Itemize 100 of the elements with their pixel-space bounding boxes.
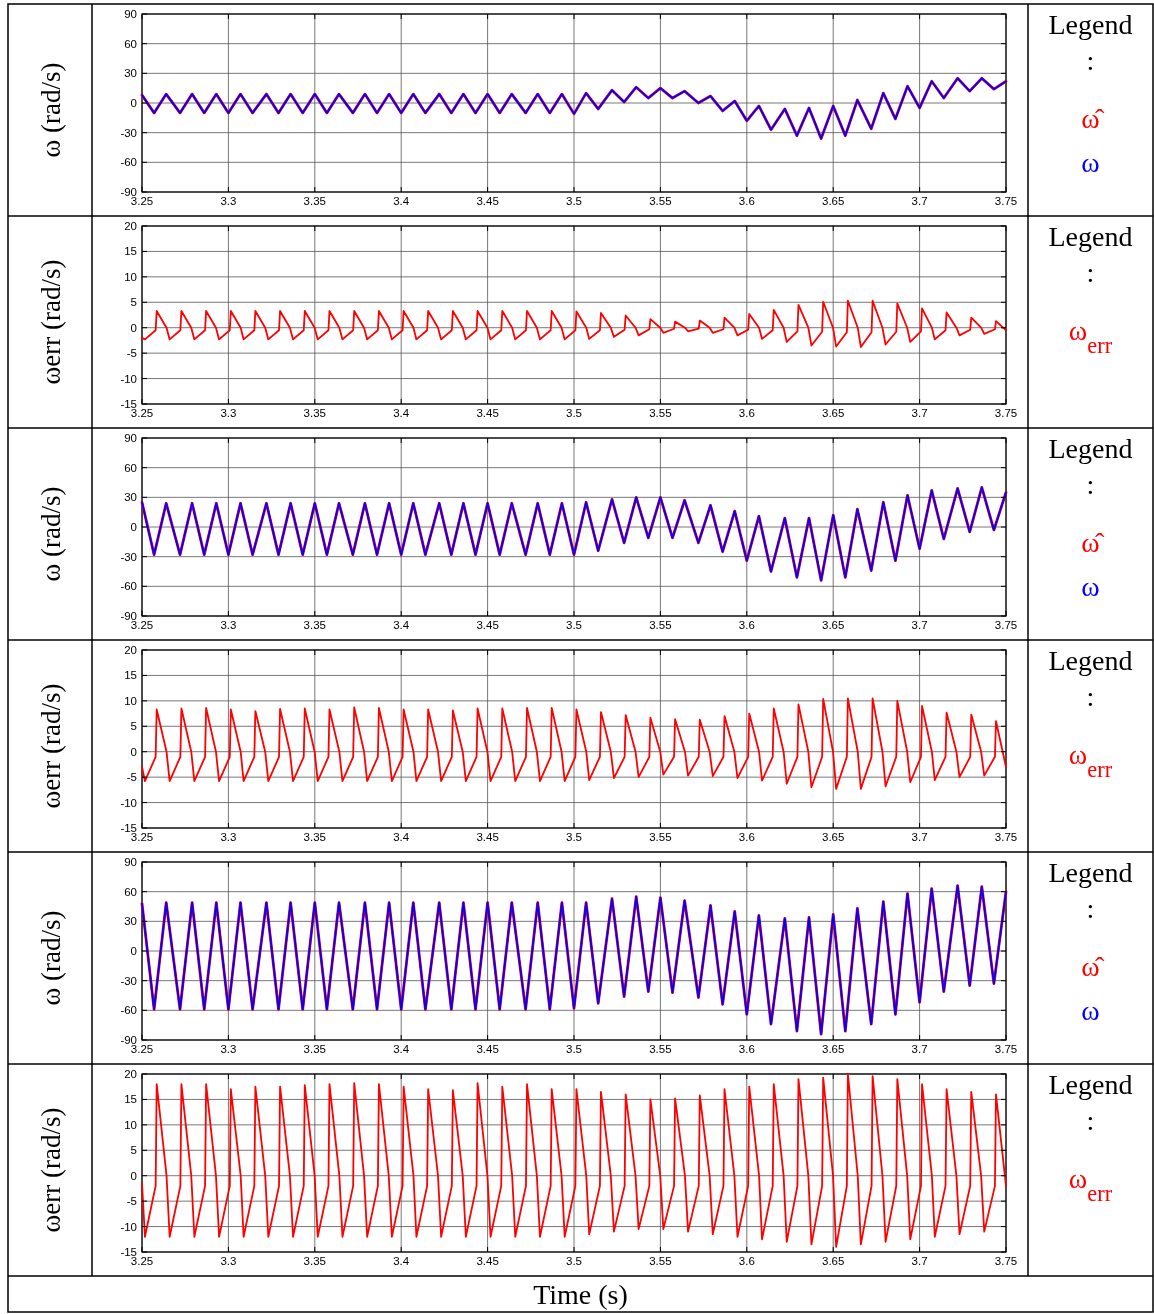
x-tick-label: 3.7 xyxy=(911,619,928,631)
x-tick-label: 3.3 xyxy=(220,1255,237,1267)
x-tick-label: 3.55 xyxy=(649,619,672,631)
y-tick-label: -30 xyxy=(120,126,137,139)
x-tick-label: 3.45 xyxy=(476,619,499,631)
x-tick-label: 3.65 xyxy=(822,407,845,419)
y-tick-label: -5 xyxy=(126,771,137,784)
x-tick-label: 3.6 xyxy=(738,1043,755,1055)
x-tick-label: 3.75 xyxy=(994,619,1018,631)
y-axis-title: ωerr (rad/s) xyxy=(36,683,66,809)
y-tick-label: 0 xyxy=(130,745,137,758)
x-tick-label: 3.75 xyxy=(994,1255,1018,1267)
y-tick-label: 20 xyxy=(124,220,137,232)
x-tick-label: 3.6 xyxy=(738,407,755,419)
y-tick-label: 5 xyxy=(130,720,137,733)
x-tick-label: 3.75 xyxy=(994,831,1018,843)
y-tick-label: 20 xyxy=(124,644,137,656)
x-tick-label: 3.4 xyxy=(393,195,410,207)
y-axis-title: ω (rad/s) xyxy=(36,486,66,582)
y-tick-label: 20 xyxy=(124,1068,137,1080)
y-tick-label: 5 xyxy=(130,296,137,309)
x-tick-label: 3.5 xyxy=(566,195,582,207)
y-tick-label: 30 xyxy=(124,67,137,80)
y-tick-label: -5 xyxy=(126,1195,137,1208)
x-tick-label: 3.7 xyxy=(911,831,928,843)
y-tick-label: 0 xyxy=(130,521,137,533)
x-tick-label: 3.7 xyxy=(911,195,928,207)
x-tick-label: 3.55 xyxy=(649,831,672,843)
y-axis-title: ω (rad/s) xyxy=(36,62,66,158)
x-tick-label: 3.55 xyxy=(649,195,672,207)
x-tick-label: 3.4 xyxy=(393,1255,410,1267)
y-tick-label: 30 xyxy=(124,915,137,928)
x-tick-label: 3.3 xyxy=(220,1043,237,1055)
x-tick-label: 3.4 xyxy=(393,1043,410,1055)
x-tick-label: 3.7 xyxy=(911,1043,928,1055)
y-tick-label: 90 xyxy=(124,432,137,444)
text: ω xyxy=(1081,995,1100,1026)
x-tick-label: 3.4 xyxy=(393,619,410,631)
x-tick-label: 3.3 xyxy=(220,195,237,207)
x-tick-label: 3.4 xyxy=(393,407,410,419)
y-tick-label: 10 xyxy=(124,1118,137,1131)
x-tick-label: 3.7 xyxy=(911,1255,928,1267)
x-tick-label: 3.45 xyxy=(476,1255,499,1267)
x-tick-label: 3.5 xyxy=(566,1043,582,1055)
x-tick-label: 3.5 xyxy=(566,619,582,631)
x-tick-label: 3.3 xyxy=(220,407,237,419)
x-tick-label: 3.5 xyxy=(566,1255,582,1267)
y-tick-label: 10 xyxy=(124,694,137,707)
y-tick-label: 30 xyxy=(124,491,137,504)
legend-title: Legend : xyxy=(1048,1069,1133,1136)
text: ω$_{err}$ xyxy=(1068,739,1113,782)
x-tick-label: 3.75 xyxy=(994,1043,1018,1055)
x-tick-label: 3.45 xyxy=(476,407,499,419)
y-tick-label: 0 xyxy=(130,321,137,334)
x-tick-label: 3.3 xyxy=(220,619,237,631)
x-tick-label: 3.35 xyxy=(303,619,326,631)
x-tick-label: 3.5 xyxy=(566,831,582,843)
x-tick-label: 3.45 xyxy=(476,1043,499,1055)
text: ω̂ xyxy=(1081,951,1105,982)
y-tick-label: -30 xyxy=(120,974,137,987)
x-tick-label: 3.4 xyxy=(393,831,410,843)
text: ω̂ xyxy=(1081,527,1105,558)
y-tick-label: 90 xyxy=(124,8,137,20)
text: ω xyxy=(1081,147,1100,178)
y-tick-label: -60 xyxy=(120,580,137,593)
y-tick-label: 0 xyxy=(130,1169,137,1182)
y-axis-title: ω (rad/s) xyxy=(36,910,66,1006)
y-tick-label: 0 xyxy=(130,945,137,957)
y-tick-label: -60 xyxy=(120,156,137,169)
x-tick-label: 3.55 xyxy=(649,407,672,419)
legend-title: Legend : xyxy=(1048,645,1133,712)
x-tick-label: 3.65 xyxy=(822,195,845,207)
y-tick-label: 0 xyxy=(130,97,137,109)
text: ω$_{err}$ xyxy=(1068,1163,1113,1206)
x-tick-label: 3.7 xyxy=(911,407,928,419)
x-tick-label: 3.5 xyxy=(566,407,582,419)
y-axis-title: ωerr (rad/s) xyxy=(36,1107,66,1233)
y-tick-label: -10 xyxy=(120,372,137,385)
x-tick-label: 3.65 xyxy=(822,1043,845,1055)
y-tick-label: 15 xyxy=(124,245,137,258)
x-tick-label: 3.6 xyxy=(738,195,755,207)
y-tick-label: 15 xyxy=(124,669,137,682)
x-tick-label: 3.35 xyxy=(303,407,326,419)
text: ω̂ xyxy=(1081,103,1105,134)
y-tick-label: 15 xyxy=(124,1093,137,1106)
x-tick-label: 3.75 xyxy=(994,407,1018,419)
y-tick-label: 5 xyxy=(130,1144,137,1157)
text: ω$_{err}$ xyxy=(1068,315,1113,358)
y-tick-label: -10 xyxy=(120,1220,137,1233)
y-tick-label: 10 xyxy=(124,270,137,283)
x-tick-label: 3.65 xyxy=(822,619,845,631)
y-tick-label: 60 xyxy=(124,37,137,50)
y-tick-label: 60 xyxy=(124,461,137,474)
legend-title: Legend : xyxy=(1048,9,1133,76)
x-tick-label: 3.65 xyxy=(822,1255,845,1267)
y-tick-label: -60 xyxy=(120,1004,137,1017)
y-tick-label: -5 xyxy=(126,347,137,360)
x-tick-label: 3.6 xyxy=(738,619,755,631)
legend-title: Legend : xyxy=(1048,221,1133,288)
x-tick-label: 3.35 xyxy=(303,1043,326,1055)
